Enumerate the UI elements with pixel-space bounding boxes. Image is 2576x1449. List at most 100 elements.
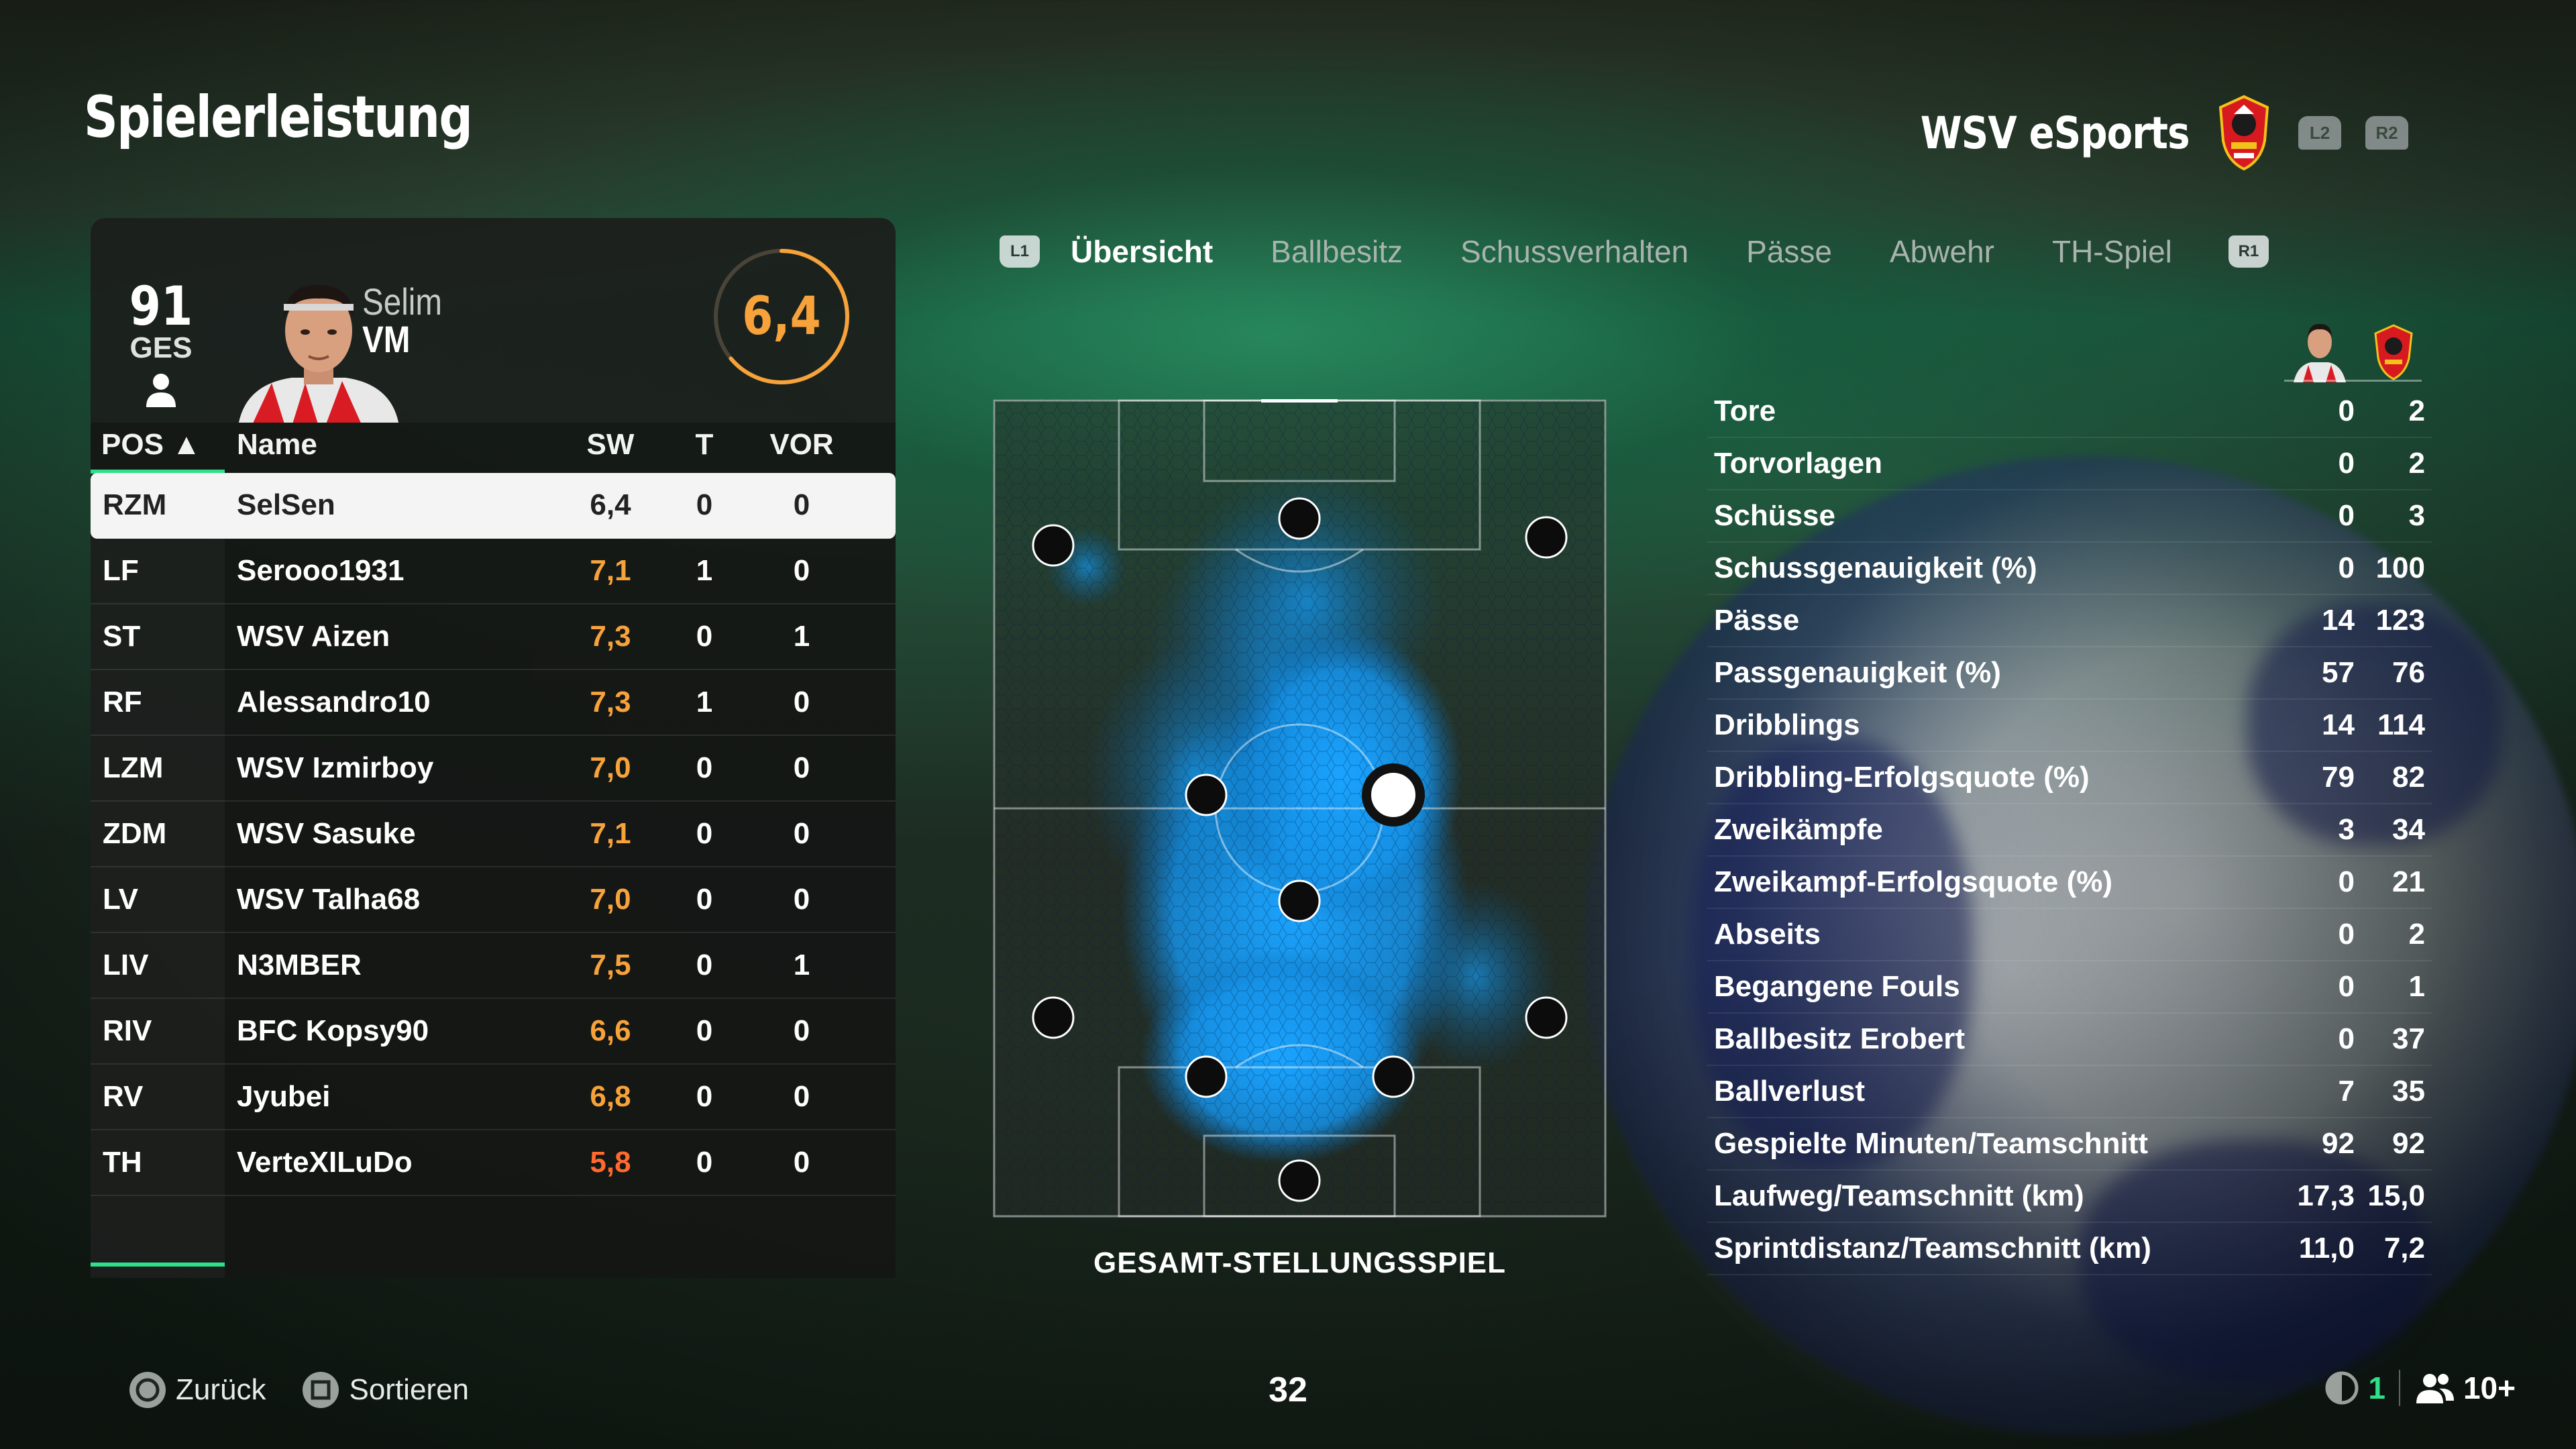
team-header: WSV eSports L2 R2 bbox=[1873, 94, 2408, 172]
row-position: ZDM bbox=[103, 817, 167, 850]
stat-row: Sprintdistanz/Teamschnitt (km) 11,0 7,2 bbox=[1707, 1223, 2432, 1275]
tab-defending[interactable]: Abwehr bbox=[1890, 234, 1994, 269]
page-title: Spielerleistung bbox=[84, 84, 473, 151]
row-assists: 0 bbox=[793, 1146, 810, 1179]
stat-row: Ballverlust 7 35 bbox=[1707, 1066, 2432, 1118]
stat-row: Dribbling-Erfolgsquote (%) 79 82 bbox=[1707, 752, 2432, 804]
network-icon bbox=[2325, 1371, 2359, 1405]
team-crest-icon bbox=[2218, 95, 2269, 171]
row-goals: 0 bbox=[696, 883, 713, 916]
row-goals: 0 bbox=[696, 1014, 713, 1047]
table-row[interactable]: TH VerteXILuDo 5,8 0 0 bbox=[91, 1130, 896, 1196]
stat-row: Schüsse 0 3 bbox=[1707, 490, 2432, 543]
row-rating: 7,0 bbox=[590, 751, 631, 784]
stat-team-value: 3 bbox=[2408, 499, 2425, 532]
table-header: POS ▲ Name SW T VOR bbox=[91, 423, 896, 474]
row-player-name: WSV Izmirboy bbox=[237, 751, 434, 784]
stat-label: Pässe bbox=[1714, 604, 1800, 637]
sort-button[interactable]: Sortieren bbox=[301, 1370, 469, 1410]
row-player-name: WSV Talha68 bbox=[237, 883, 421, 916]
stats-compare-header bbox=[1714, 315, 2432, 382]
r2-button-icon[interactable]: R2 bbox=[2365, 116, 2408, 150]
back-button[interactable]: Zurück bbox=[127, 1370, 266, 1410]
row-position: LF bbox=[103, 554, 139, 587]
row-position: LV bbox=[103, 883, 138, 916]
row-goals: 0 bbox=[696, 751, 713, 784]
header-vor[interactable]: VOR bbox=[769, 428, 834, 461]
header-t[interactable]: T bbox=[695, 428, 714, 461]
tab-possession[interactable]: Ballbesitz bbox=[1271, 234, 1403, 269]
stat-row: Laufweg/Teamschnitt (km) 17,3 15,0 bbox=[1707, 1171, 2432, 1223]
stat-team-value: 2 bbox=[2408, 918, 2425, 951]
overall-rating: 91 bbox=[129, 275, 193, 337]
stat-row: Zweikämpfe 3 34 bbox=[1707, 804, 2432, 857]
stat-label: Ballbesitz Erobert bbox=[1714, 1022, 1966, 1055]
row-assists: 0 bbox=[793, 751, 810, 784]
row-rating: 6,6 bbox=[590, 1014, 631, 1047]
tab-passing[interactable]: Pässe bbox=[1746, 234, 1832, 269]
tab-overview[interactable]: Übersicht bbox=[1071, 234, 1214, 269]
l1-button-icon[interactable]: L1 bbox=[1000, 235, 1040, 268]
player-marker bbox=[1525, 996, 1568, 1039]
stat-label: Schussgenauigkeit (%) bbox=[1714, 551, 2037, 584]
header-name[interactable]: Name bbox=[237, 428, 317, 461]
player-first-name: Selim bbox=[362, 280, 443, 323]
player-table: POS ▲ Name SW T VOR RZM SelSen 6,4 0 0 LF Sero… bbox=[91, 423, 896, 1278]
stat-team-value: 35 bbox=[2392, 1075, 2425, 1108]
tab-shooting[interactable]: Schussverhalten bbox=[1460, 234, 1689, 269]
table-row[interactable]: LZM WSV Izmirboy 7,0 0 0 bbox=[91, 736, 896, 802]
tab-goalkeeping[interactable]: TH-Spiel bbox=[2051, 234, 2172, 269]
table-row[interactable]: RIV BFC Kopsy90 6,6 0 0 bbox=[91, 999, 896, 1065]
player-marker bbox=[1032, 996, 1075, 1039]
stat-team-value: 123 bbox=[2375, 604, 2425, 637]
table-row[interactable]: RZM SelSen 6,4 0 0 bbox=[91, 473, 896, 539]
stat-player-value: 17,3 bbox=[2297, 1179, 2355, 1212]
stat-row: Abseits 0 2 bbox=[1707, 909, 2432, 961]
selected-player-marker bbox=[1362, 763, 1425, 826]
player-marker bbox=[1372, 1055, 1415, 1098]
stat-player-value: 57 bbox=[2322, 656, 2355, 689]
stat-label: Schüsse bbox=[1714, 499, 1835, 532]
row-goals: 1 bbox=[696, 686, 713, 718]
table-row[interactable]: RV Jyubei 6,8 0 0 bbox=[91, 1065, 896, 1130]
player-marker bbox=[1278, 879, 1321, 922]
row-assists: 0 bbox=[793, 1014, 810, 1047]
stat-team-value: 82 bbox=[2392, 761, 2425, 794]
person-icon bbox=[146, 374, 176, 407]
row-goals: 0 bbox=[696, 1080, 713, 1113]
player-marker bbox=[1278, 497, 1321, 540]
stat-label: Gespielte Minuten/Teamschnitt bbox=[1714, 1127, 2149, 1160]
row-rating: 6,8 bbox=[590, 1080, 631, 1113]
l2-button-icon[interactable]: L2 bbox=[2298, 116, 2341, 150]
row-position: LZM bbox=[103, 751, 164, 784]
stats-list: Tore 0 2 Torvorlagen 0 2 Schüsse 0 3 Schussgenaui… bbox=[1707, 386, 2432, 1275]
player-marker bbox=[1525, 516, 1568, 559]
background-ball-patch bbox=[1690, 738, 1972, 1167]
table-row[interactable]: ZDM WSV Sasuke 7,1 0 0 bbox=[91, 802, 896, 867]
table-row[interactable]: RF Alessandro10 7,3 1 0 bbox=[91, 670, 896, 736]
overall-block: 91 GES bbox=[117, 280, 205, 410]
match-rating: 6,4 bbox=[742, 286, 821, 347]
table-row[interactable]: LV WSV Talha68 7,0 0 0 bbox=[91, 867, 896, 933]
table-row[interactable]: LF Serooo1931 7,1 1 0 bbox=[91, 539, 896, 604]
stat-label: Ballverlust bbox=[1714, 1075, 1865, 1108]
positioning-heatmap bbox=[993, 399, 1607, 1218]
match-rating-ring bbox=[714, 249, 849, 384]
header-pos[interactable]: POS ▲ bbox=[101, 428, 201, 461]
stat-label: Laufweg/Teamschnitt (km) bbox=[1714, 1179, 2084, 1212]
r1-button-icon[interactable]: R1 bbox=[2228, 235, 2269, 268]
stat-team-value: 1 bbox=[2408, 970, 2425, 1003]
row-rating: 7,3 bbox=[590, 620, 631, 653]
stat-label: Passgenauigkeit (%) bbox=[1714, 656, 2001, 689]
stat-row: Dribblings 14 114 bbox=[1707, 700, 2432, 752]
stat-label: Dribbling-Erfolgsquote (%) bbox=[1714, 761, 2090, 794]
stat-player-value: 0 bbox=[2338, 1022, 2355, 1055]
table-row[interactable]: ST WSV Aizen 7,3 0 1 bbox=[91, 604, 896, 670]
page-number: 32 bbox=[1269, 1371, 1307, 1409]
stat-label: Abseits bbox=[1714, 918, 1821, 951]
header-sw[interactable]: SW bbox=[586, 428, 635, 461]
row-goals: 1 bbox=[696, 554, 713, 587]
row-assists: 0 bbox=[793, 817, 810, 850]
square-button-icon bbox=[303, 1372, 339, 1408]
table-row[interactable]: LIV N3MBER 7,5 0 1 bbox=[91, 933, 896, 999]
